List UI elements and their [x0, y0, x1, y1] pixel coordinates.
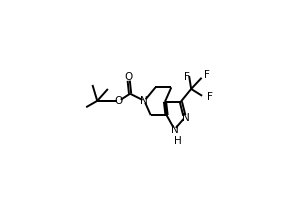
- Text: F: F: [207, 92, 213, 102]
- Text: N: N: [171, 125, 178, 135]
- Text: N: N: [140, 96, 148, 106]
- Text: N: N: [182, 113, 190, 123]
- Text: O: O: [115, 96, 123, 106]
- Text: H: H: [174, 136, 182, 146]
- Text: O: O: [124, 72, 133, 82]
- Text: F: F: [184, 72, 190, 82]
- Text: F: F: [204, 70, 210, 80]
